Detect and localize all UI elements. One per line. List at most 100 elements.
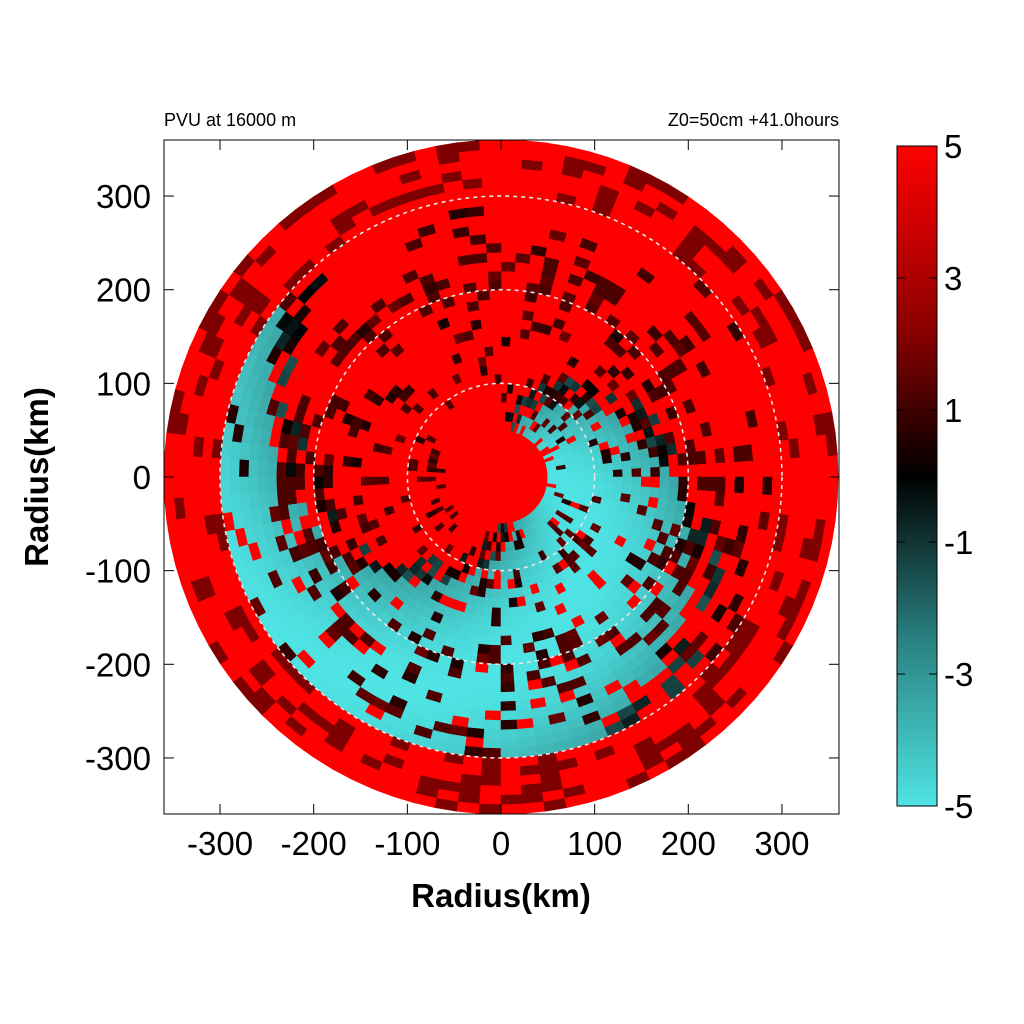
heatmap-cell: [489, 550, 497, 562]
heatmap-cell: [456, 140, 480, 153]
heatmap-cell: [514, 261, 530, 274]
heatmap-cell: [687, 476, 698, 491]
heatmap-cell: [481, 186, 502, 197]
heatmap-cell: [818, 455, 830, 478]
heatmap-cell: [476, 653, 490, 665]
heatmap-cell: [509, 615, 521, 627]
heatmap-cell: [483, 214, 502, 225]
heatmap-cell: [799, 476, 811, 498]
heatmap-cell: [485, 578, 495, 590]
heatmap-cell: [734, 476, 745, 494]
heatmap-cell: [515, 243, 532, 255]
heatmap-cell: [500, 242, 517, 254]
heatmap-cell: [519, 476, 530, 480]
heatmap-cell: [771, 476, 783, 496]
heatmap-cell: [463, 474, 474, 478]
heatmap-cell: [522, 801, 546, 814]
heatmap-cell: [491, 336, 502, 347]
heatmap-cell: [471, 252, 488, 264]
heatmap-cell: [512, 653, 526, 665]
heatmap-cell: [407, 470, 418, 478]
heatmap-cell: [257, 460, 268, 478]
chart-title-right: Z0=50cm +41.0hours: [668, 110, 839, 130]
heatmap-cell: [650, 466, 661, 478]
heatmap-cell: [295, 489, 307, 505]
heatmap-cell: [323, 453, 335, 467]
heatmap-cell: [475, 596, 486, 608]
heatmap-cell: [696, 476, 708, 491]
heatmap-cell: [743, 476, 755, 494]
heatmap-cell: [267, 491, 279, 508]
colorbar-tick-label: -3: [944, 656, 973, 693]
heatmap-cell: [468, 233, 487, 246]
heatmap-cell: [407, 464, 418, 472]
heatmap-cell: [379, 460, 390, 470]
heatmap-cell: [714, 490, 726, 507]
x-axis-label: Radius(km): [411, 877, 591, 914]
heatmap-cell: [500, 682, 516, 693]
heatmap-cell: [515, 355, 526, 368]
heatmap-cell: [612, 476, 624, 486]
heatmap-cell: [715, 476, 727, 493]
heatmap-cell: [500, 205, 520, 216]
heatmap-cell: [478, 803, 502, 814]
heatmap-cell: [538, 476, 549, 481]
heatmap-cell: [489, 298, 502, 310]
y-tick-label: -300: [85, 740, 151, 777]
heatmap-cell: [809, 476, 820, 499]
heatmap-cell: [472, 261, 488, 274]
heatmap-cell: [494, 383, 502, 394]
colorbar-tick-label: -5: [944, 788, 973, 825]
heatmap-cell: [322, 465, 334, 478]
heatmap-cell: [486, 682, 502, 693]
heatmap-cell: [500, 719, 518, 731]
heatmap-cell: [495, 542, 502, 553]
heatmap-cell: [484, 719, 502, 731]
heatmap-cell: [500, 411, 506, 422]
heatmap-cell: [481, 615, 493, 627]
heatmap-cell: [275, 476, 287, 493]
heatmap-cell: [379, 452, 392, 463]
heatmap-field: [164, 140, 839, 814]
heatmap-cell: [485, 251, 502, 263]
heatmap-cell: [511, 643, 525, 655]
heatmap-cell: [630, 458, 642, 469]
heatmap-cell: [515, 708, 534, 721]
heatmap-cell: [341, 486, 353, 499]
heatmap-cell: [508, 597, 519, 609]
heatmap-cell: [490, 541, 498, 553]
heatmap-cell: [500, 644, 513, 656]
heatmap-cell: [508, 355, 518, 366]
heatmap-cell: [799, 456, 811, 478]
heatmap-cell: [267, 446, 279, 463]
heatmap-cell: [500, 336, 511, 347]
heatmap-cell: [612, 468, 624, 478]
heatmap-cell: [480, 167, 502, 179]
heatmap-cell: [492, 588, 502, 600]
heatmap-cell: [723, 446, 735, 463]
heatmap-cell: [361, 449, 373, 461]
heatmap-cell: [360, 458, 372, 469]
heatmap-cell: [493, 579, 502, 590]
heatmap-cell: [584, 482, 595, 490]
heatmap-cell: [668, 465, 680, 478]
heatmap-cell: [479, 158, 502, 169]
heatmap-cell: [584, 470, 595, 478]
heatmap-cell: [500, 251, 517, 263]
heatmap-cell: [500, 140, 524, 151]
heatmap-cell: [500, 607, 511, 618]
heatmap-cell: [511, 308, 524, 320]
heatmap-cell: [505, 392, 513, 404]
heatmap-cell: [485, 242, 502, 254]
heatmap-cell: [659, 476, 670, 489]
heatmap-cell: [276, 447, 288, 464]
heatmap-cell: [500, 354, 510, 366]
heatmap-cell: [497, 523, 502, 534]
heatmap-cell: [649, 486, 661, 499]
heatmap-cell: [500, 326, 512, 338]
heatmap-cell: [482, 738, 502, 749]
heatmap-cell: [341, 466, 352, 478]
heatmap-cell: [500, 635, 513, 646]
heatmap-cell: [659, 465, 670, 478]
